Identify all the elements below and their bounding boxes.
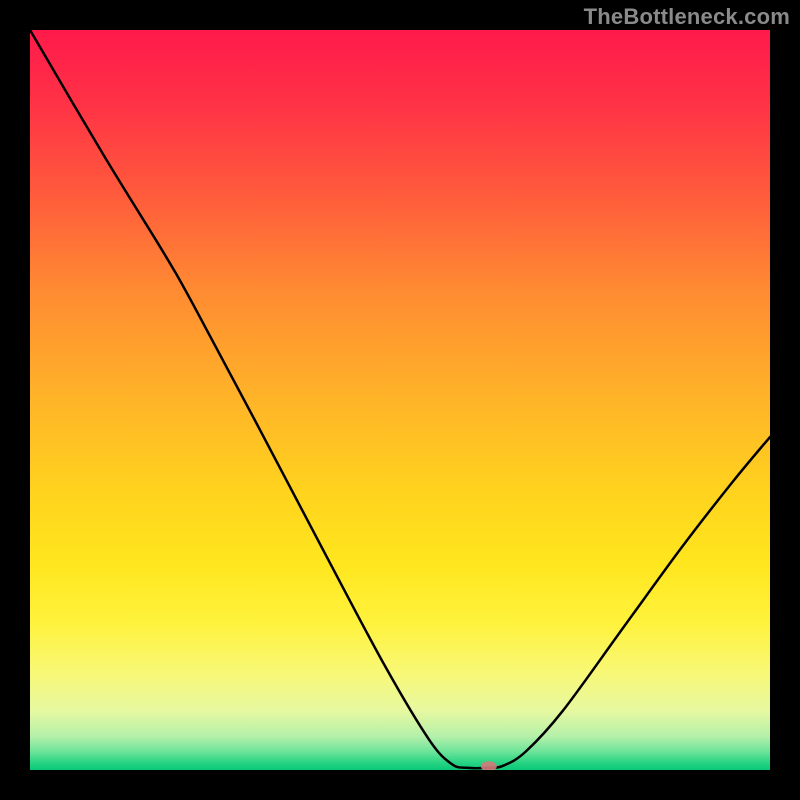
chart-frame: TheBottleneck.com [0, 0, 800, 800]
gradient-background [30, 30, 770, 770]
chart-svg [30, 30, 770, 770]
watermark-text: TheBottleneck.com [584, 4, 790, 30]
plot-area [30, 30, 770, 770]
